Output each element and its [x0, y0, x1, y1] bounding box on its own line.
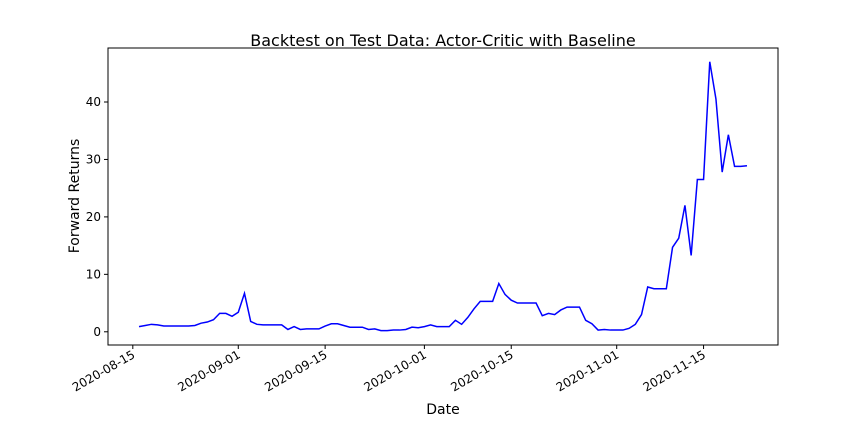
y-axis-label: Forward Returns	[67, 139, 83, 254]
y-tick-label: 20	[86, 210, 101, 224]
chart-title: Backtest on Test Data: Actor-Critic with…	[250, 31, 635, 50]
x-tick-label: 2020-11-15	[641, 347, 708, 394]
x-tick-label: 2020-11-01	[554, 347, 621, 394]
x-tick-label: 2020-10-01	[361, 347, 428, 394]
x-tick-label: 2020-09-15	[262, 347, 329, 394]
y-tick-label: 30	[86, 152, 101, 166]
x-axis-label: Date	[426, 402, 459, 418]
y-tick-label: 10	[86, 267, 101, 281]
plot-frame	[107, 47, 779, 346]
x-tick-label: 2020-08-15	[70, 347, 137, 394]
y-tick-label: 0	[93, 325, 101, 339]
y-tick-label: 40	[86, 95, 101, 109]
data-line	[138, 61, 748, 332]
x-tick-label: 2020-09-01	[175, 347, 242, 394]
x-tick-label: 2020-10-15	[448, 347, 515, 394]
